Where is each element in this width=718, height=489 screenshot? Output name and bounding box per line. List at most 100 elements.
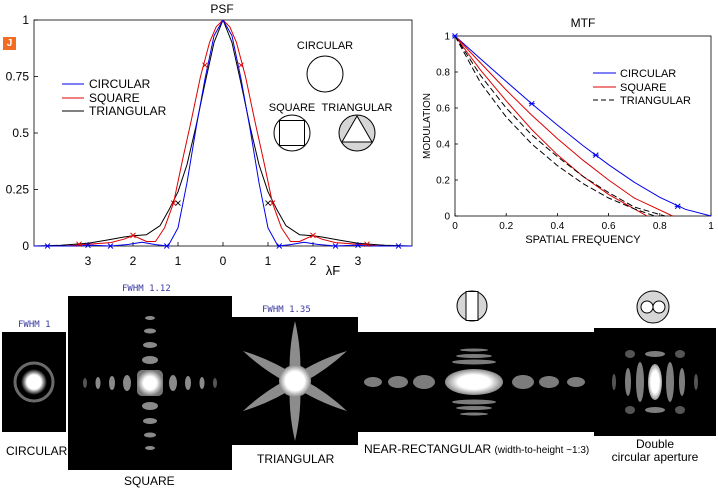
psf-marker-square bbox=[238, 62, 244, 69]
psf-line-circular bbox=[34, 19, 412, 247]
mtf-line-square-b bbox=[454, 35, 673, 217]
psf-marker-square bbox=[310, 232, 316, 239]
aperture-label-circular: CIRCULAR bbox=[297, 40, 353, 52]
mtf-y-tick-label: 1 bbox=[444, 32, 450, 43]
psf-y-tick-label: 0.5 bbox=[12, 126, 29, 140]
mtf-legend-circular: CIRCULAR bbox=[620, 68, 676, 80]
aperture-label-triangular: TRIANGULAR bbox=[322, 102, 393, 114]
psf-chart: PSF 0 0.25 0.5 0.75 1 3 2 1 0 1 2 3 λF CIRCULAR SQ… bbox=[6, 2, 413, 278]
psf-marker-triangular bbox=[175, 200, 181, 206]
mtf-series bbox=[454, 35, 712, 217]
pattern-label-square: SQUARE bbox=[124, 474, 175, 488]
psf-x-axis: 3 2 1 0 1 2 3 bbox=[85, 242, 362, 268]
psf-marker-square bbox=[76, 241, 82, 248]
mtf-marker-circular bbox=[592, 152, 599, 159]
pattern-label-double: Double circular aperture bbox=[594, 438, 716, 464]
psf-marker-circular bbox=[44, 243, 51, 249]
circular-pattern-image bbox=[2, 332, 66, 432]
psf-x-label: λF bbox=[326, 263, 341, 278]
psf-marker-circular bbox=[85, 242, 91, 249]
triangular-pattern-image bbox=[232, 317, 358, 445]
mtf-x-tick-label: 0.2 bbox=[499, 221, 513, 232]
j-badge: J bbox=[3, 37, 16, 50]
mtf-marker-circular bbox=[674, 203, 681, 210]
mtf-x-axis: 0 0.2 0.4 0.6 0.8 1 bbox=[452, 213, 714, 232]
psf-y-tick-label: 0.25 bbox=[6, 183, 30, 197]
psf-marker-square bbox=[202, 62, 208, 69]
mtf-axes-frame bbox=[454, 35, 712, 217]
mtf-line-triangular-a bbox=[454, 35, 655, 217]
psf-y-tick-label: 1 bbox=[22, 13, 29, 27]
near-rectangular-pattern-image bbox=[358, 332, 594, 432]
near-rectangular-label: NEAR-RECTANGULAR bbox=[364, 442, 492, 456]
mtf-y-tick-label: 0.8 bbox=[436, 68, 450, 79]
psf-legend-square: SQUARE bbox=[89, 91, 140, 105]
double-label-line2: circular aperture bbox=[611, 450, 699, 464]
square-aperture-icon bbox=[279, 120, 305, 146]
psf-marker-triangular bbox=[265, 200, 271, 206]
mtf-y-tick-label: 0.4 bbox=[436, 140, 450, 151]
psf-marker-square bbox=[269, 200, 276, 206]
psf-x-tick-label: 2 bbox=[310, 254, 317, 268]
mtf-x-tick-label: 0.8 bbox=[653, 221, 667, 232]
psf-marker-circular bbox=[276, 243, 283, 249]
mtf-legend-triangular: TRIANGULAR bbox=[620, 95, 691, 107]
triangular-aperture-icon bbox=[341, 114, 373, 143]
mtf-markers bbox=[452, 33, 681, 210]
psf-y-axis: 0 0.25 0.5 0.75 1 bbox=[6, 13, 38, 253]
psf-x-tick-label: 3 bbox=[355, 254, 362, 268]
psf-x-tick-label: 0 bbox=[220, 254, 227, 268]
psf-markers bbox=[44, 62, 402, 249]
mtf-x-tick-label: 0.4 bbox=[550, 221, 564, 232]
pattern-label-triangular: TRIANGULAR bbox=[257, 452, 335, 466]
mtf-line-circular bbox=[454, 35, 712, 217]
mtf-line-square-a bbox=[454, 35, 648, 217]
psf-x-tick-label: 1 bbox=[265, 254, 272, 268]
psf-x-tick-label: 3 bbox=[85, 254, 92, 268]
psf-marker-circular bbox=[107, 243, 114, 249]
psf-marker-square bbox=[130, 232, 136, 239]
mtf-y-tick-label: 0.6 bbox=[436, 104, 450, 115]
psf-x-tick-label: 2 bbox=[130, 254, 137, 268]
psf-y-tick-label: 0.75 bbox=[6, 70, 30, 84]
double-aperture-icon bbox=[636, 290, 670, 324]
mtf-marker-circular bbox=[452, 33, 458, 39]
aperture-diagrams: CIRCULAR SQUARE TRIANGULAR bbox=[269, 40, 393, 152]
mtf-legend-square: SQUARE bbox=[620, 82, 666, 94]
circular-aperture-icon bbox=[306, 55, 344, 93]
pattern-label-circular: CIRCULAR bbox=[6, 444, 68, 458]
psf-legend-triangular: TRIANGULAR bbox=[89, 104, 167, 118]
psf-title: PSF bbox=[210, 2, 233, 16]
near-rectangular-aperture-icon bbox=[456, 290, 488, 322]
mtf-x-tick-label: 0 bbox=[452, 221, 458, 232]
mtf-y-tick-label: 0 bbox=[444, 212, 450, 223]
mtf-y-tick-label: 0.2 bbox=[436, 176, 450, 187]
psf-legend-circular: CIRCULAR bbox=[89, 77, 151, 91]
aperture-label-square: SQUARE bbox=[269, 102, 315, 114]
psf-marker-square bbox=[170, 200, 177, 206]
psf-marker-circular bbox=[163, 243, 170, 249]
fwhm-circular: FWHM 1 bbox=[18, 320, 51, 330]
mtf-x-label: SPATIAL FREQUENCY bbox=[525, 234, 641, 246]
near-rectangular-note: (width-to-height ~1:3) bbox=[494, 445, 590, 456]
psf-marker-circular bbox=[395, 243, 402, 249]
psf-marker-circular bbox=[355, 242, 361, 249]
psf-y-tick-label: 0 bbox=[22, 239, 29, 253]
double-label-line1: Double bbox=[635, 437, 675, 451]
mtf-legend: CIRCULAR SQUARE TRIANGULAR bbox=[593, 68, 691, 107]
double-pattern-image bbox=[594, 328, 716, 436]
mtf-title: MTF bbox=[571, 16, 596, 30]
psf-marker-square bbox=[364, 241, 370, 248]
mtf-x-tick-label: 1 bbox=[708, 221, 714, 232]
psf-marker-circular bbox=[332, 243, 339, 249]
pattern-label-near-rectangular: NEAR-RECTANGULAR (width-to-height ~1:3) bbox=[364, 442, 589, 456]
square-pattern-image bbox=[68, 296, 232, 470]
fwhm-triangular: FWHM 1.35 bbox=[262, 305, 311, 315]
mtf-marker-circular bbox=[528, 100, 535, 107]
psf-x-tick-label: 1 bbox=[175, 254, 182, 268]
mtf-x-tick-label: 0.6 bbox=[602, 221, 616, 232]
psf-legend: CIRCULAR SQUARE TRIANGULAR bbox=[62, 77, 167, 118]
mtf-y-label: MODULATION bbox=[422, 93, 433, 159]
mtf-line-triangular-b bbox=[454, 35, 666, 217]
mtf-chart: MTF 0 0.2 0.4 0.6 0.8 1 0 0.2 0.4 0.6 0.8 1 SPATIA… bbox=[422, 16, 714, 246]
